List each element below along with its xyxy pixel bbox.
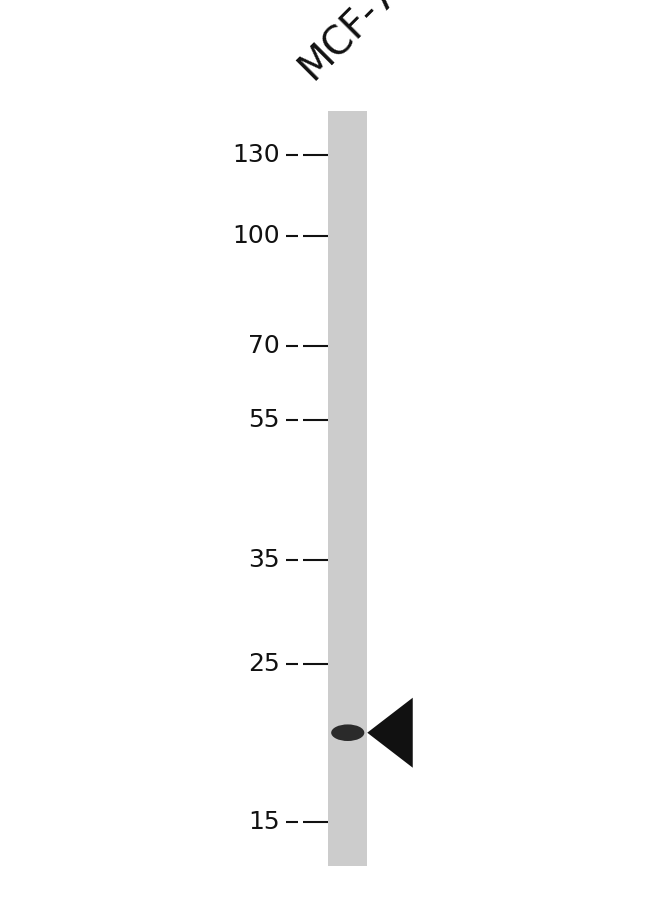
Text: 100: 100 xyxy=(232,224,280,248)
Text: 70: 70 xyxy=(248,334,280,358)
Text: 55: 55 xyxy=(248,408,280,432)
Text: 130: 130 xyxy=(232,143,280,167)
Text: 25: 25 xyxy=(248,652,280,676)
Text: 35: 35 xyxy=(248,548,280,572)
Bar xyxy=(328,111,367,866)
Polygon shape xyxy=(367,698,413,768)
Ellipse shape xyxy=(332,725,364,741)
Text: 15: 15 xyxy=(248,810,280,834)
Text: MCF-7: MCF-7 xyxy=(291,0,404,87)
